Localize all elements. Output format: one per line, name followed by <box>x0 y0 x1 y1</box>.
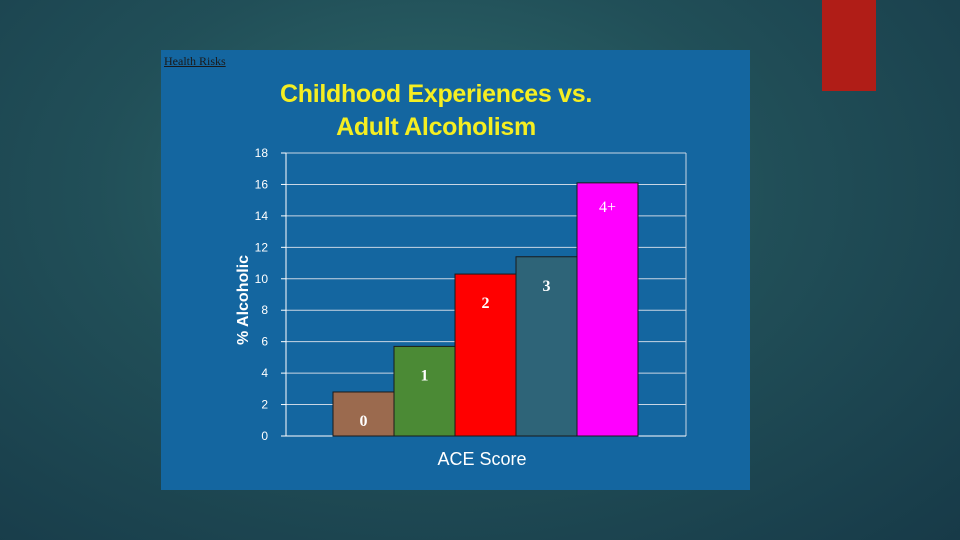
bar-label: 0 <box>360 413 368 430</box>
y-tick-label: 18 <box>255 146 269 160</box>
y-tick-label: 6 <box>261 335 268 349</box>
bar <box>454 273 517 437</box>
y-axis-label: % Alcoholic <box>235 255 252 345</box>
bar-label: 2 <box>482 295 490 312</box>
y-tick-label: 0 <box>261 429 268 443</box>
bar <box>576 182 639 437</box>
y-tick-label: 16 <box>255 177 269 191</box>
bar <box>393 345 456 437</box>
x-axis-label: ACE Score <box>437 449 526 469</box>
chart-title-line-1: Childhood Experiences vs. <box>279 80 593 108</box>
bar-label: 3 <box>543 278 551 295</box>
y-tick-label: 4 <box>261 366 268 380</box>
red-accent-tab <box>822 0 876 91</box>
y-tick-label: 10 <box>255 272 269 286</box>
chart-title-line-2: Adult Alcoholism <box>336 113 536 141</box>
y-tick-label: 14 <box>255 209 269 223</box>
bar <box>332 391 395 437</box>
bar-label: 1 <box>421 367 429 384</box>
y-tick-label: 2 <box>261 398 268 412</box>
chart-image: Health Risks Childhood Experiences vs. A… <box>161 50 750 490</box>
bar-label: 4+ <box>599 199 616 216</box>
y-tick-label: 8 <box>261 303 268 317</box>
chart-title: Childhood Experiences vs. Adult Alcoholi… <box>221 78 651 144</box>
y-tick-label: 12 <box>255 240 269 254</box>
health-risks-caption[interactable]: Health Risks <box>164 54 226 68</box>
bar <box>515 256 578 437</box>
